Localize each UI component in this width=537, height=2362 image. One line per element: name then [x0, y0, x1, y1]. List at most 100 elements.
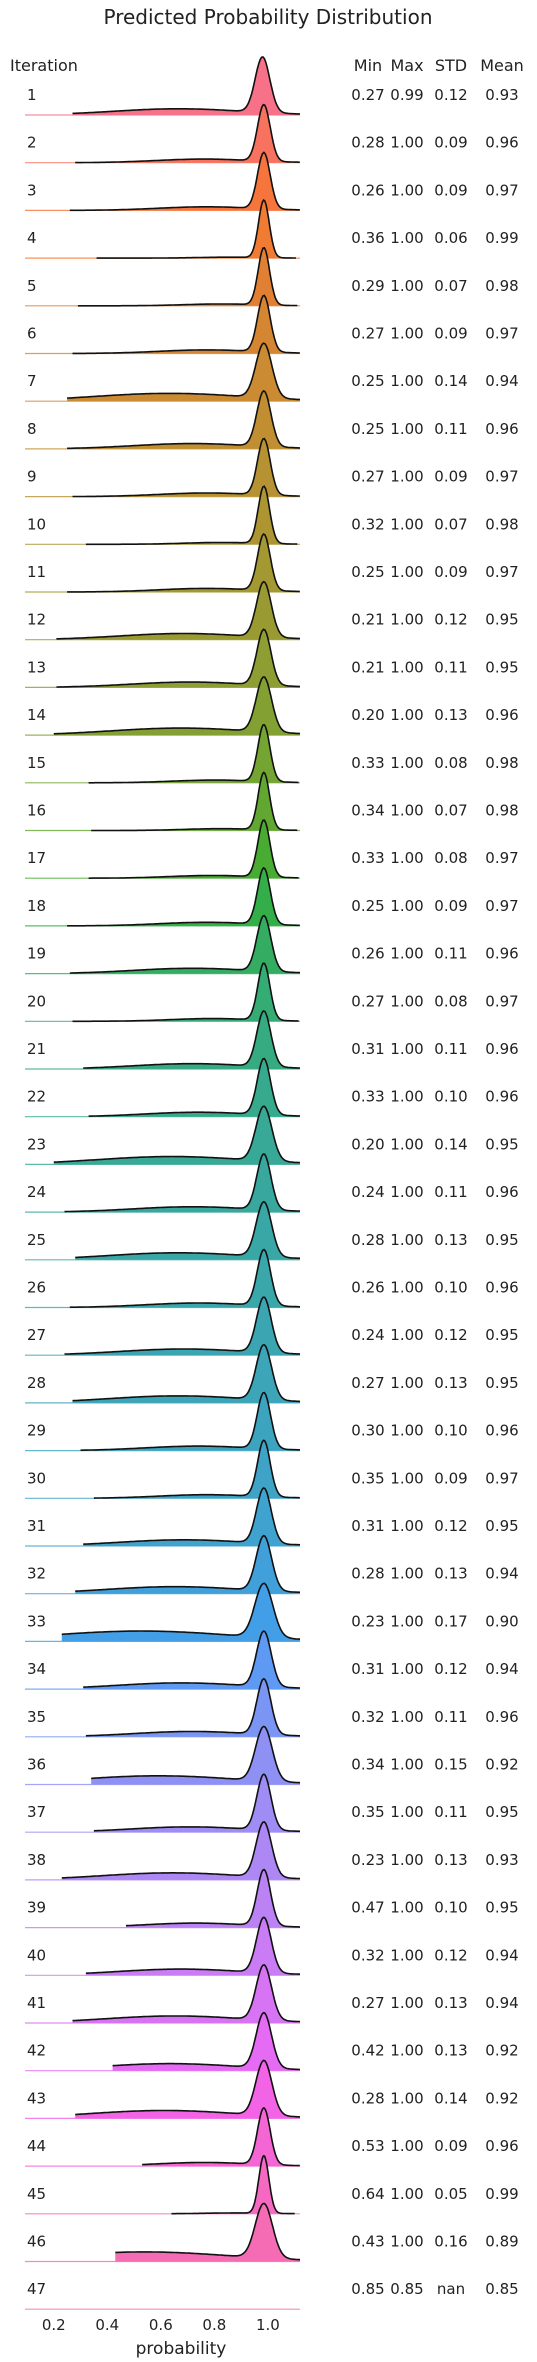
ridge-line: [85, 1916, 301, 1975]
stat-min: 0.25: [351, 420, 384, 438]
ridge-35: [25, 1677, 301, 1738]
stat-mean: 0.96: [485, 1279, 518, 1297]
stat-mean: 0.95: [485, 611, 518, 629]
stat-mean: 0.96: [485, 2137, 518, 2155]
row-label: 40: [27, 1946, 46, 1964]
stat-mean: 0.96: [485, 1183, 518, 1201]
stat-max: 1.00: [390, 945, 423, 963]
ridge-line: [67, 342, 301, 401]
stat-min: 0.32: [351, 1708, 384, 1726]
ridge-area: [69, 152, 300, 211]
ridge-25: [25, 1200, 301, 1261]
x-axis: 0.2 0.4 0.6 0.8 1.0: [42, 2316, 280, 2334]
ridge-11: [25, 532, 300, 593]
stat-std: 0.14: [434, 2089, 467, 2107]
stat-mean: 0.85: [485, 2280, 518, 2298]
stat-std: 0.13: [434, 2042, 467, 2060]
row-label: 3: [27, 181, 37, 199]
stat-std: 0.13: [434, 1851, 467, 1869]
stat-std: 0.11: [434, 945, 467, 963]
ridge-area: [56, 629, 301, 688]
row-label: 7: [27, 372, 37, 390]
ridge-area: [67, 343, 300, 402]
ridge-area: [83, 1631, 300, 1690]
stat-max: 1.00: [390, 1422, 423, 1440]
stat-min: 0.33: [351, 1088, 384, 1106]
stat-min: 0.28: [351, 1231, 384, 1249]
stat-min: 0.32: [351, 515, 384, 533]
stat-mean: 0.97: [485, 468, 518, 486]
stat-max: 1.00: [390, 1756, 423, 1774]
row-label: 29: [27, 1422, 46, 1440]
ridge-area: [72, 295, 300, 354]
stat-std: 0.11: [434, 1708, 467, 1726]
stat-mean: 0.96: [485, 945, 518, 963]
row-label: 32: [27, 1565, 46, 1583]
ridge-8: [25, 389, 300, 450]
ridge-15: [25, 723, 300, 784]
stat-std: 0.13: [434, 706, 467, 724]
stat-mean: 0.95: [485, 1135, 518, 1153]
stat-mean: 0.92: [485, 2089, 518, 2107]
stat-std: 0.12: [434, 611, 467, 629]
stat-std: 0.11: [434, 1040, 467, 1058]
ridge-45: [25, 2154, 300, 2215]
row-label: 47: [27, 2280, 46, 2298]
stat-header-mean: Mean: [480, 56, 524, 75]
ridge-12: [25, 580, 301, 641]
ridge-3: [25, 151, 300, 212]
stat-max: 1.00: [390, 754, 423, 772]
row-labels-layer: 1234567891011121314151617181920212223242…: [27, 86, 46, 2298]
stat-header-std: STD: [435, 56, 467, 75]
ridge-line: [96, 198, 296, 259]
stat-mean: 0.97: [485, 1469, 518, 1487]
ridge-21: [25, 1010, 300, 1070]
row-header: Iteration: [10, 56, 78, 75]
stat-min: 0.25: [351, 372, 384, 390]
row-label: 22: [27, 1088, 46, 1106]
row-label: 20: [27, 992, 46, 1010]
ridges-layer: [25, 56, 301, 2310]
stat-std: 0.09: [434, 563, 467, 581]
ridge-area: [93, 1440, 300, 1499]
stat-max: 1.00: [390, 2137, 423, 2155]
stat-max: 1.00: [390, 1660, 423, 1678]
ridge-line: [56, 580, 301, 640]
stat-mean: 0.95: [485, 1231, 518, 1249]
ridge-39: [25, 1868, 300, 1929]
ridge-area: [77, 247, 298, 306]
ridge-17: [25, 819, 300, 879]
ridge-line: [85, 1677, 300, 1737]
ridge-line: [69, 1248, 301, 1308]
stat-std: 0.11: [434, 658, 467, 676]
stat-std: 0.11: [434, 1183, 467, 1201]
ridge-area: [56, 581, 301, 640]
ridge-4: [25, 198, 300, 259]
x-tick-label: 1.0: [256, 2316, 280, 2334]
row-label: 12: [27, 611, 46, 629]
stat-min: 0.43: [351, 2233, 384, 2251]
ridge-area: [115, 2203, 300, 2262]
row-label: 38: [27, 1851, 46, 1869]
stat-mean: 0.97: [485, 563, 518, 581]
stat-min: 0.64: [351, 2185, 384, 2203]
row-label: 34: [27, 1660, 46, 1678]
stat-std: 0.17: [434, 1612, 467, 1630]
stat-mean: 0.92: [485, 2042, 518, 2060]
stat-min: 0.27: [351, 1994, 384, 2012]
stat-std: 0.10: [434, 1422, 467, 1440]
stat-max: 1.00: [390, 897, 423, 915]
ridge-area: [72, 57, 300, 115]
stat-max: 1.00: [390, 1183, 423, 1201]
ridge-line: [72, 1344, 301, 1403]
stat-min: 0.26: [351, 1279, 384, 1297]
ridge-40: [25, 1916, 301, 1976]
ridge-line: [77, 246, 298, 307]
chart-title: Predicted Probability Distribution: [103, 5, 432, 29]
stat-min: 0.20: [351, 1135, 384, 1153]
stat-std: 0.08: [434, 849, 467, 867]
ridge-area: [61, 1583, 300, 1642]
ridge-26: [25, 1248, 301, 1309]
stat-max: 1.00: [390, 563, 423, 581]
stat-max: 1.00: [390, 134, 423, 152]
